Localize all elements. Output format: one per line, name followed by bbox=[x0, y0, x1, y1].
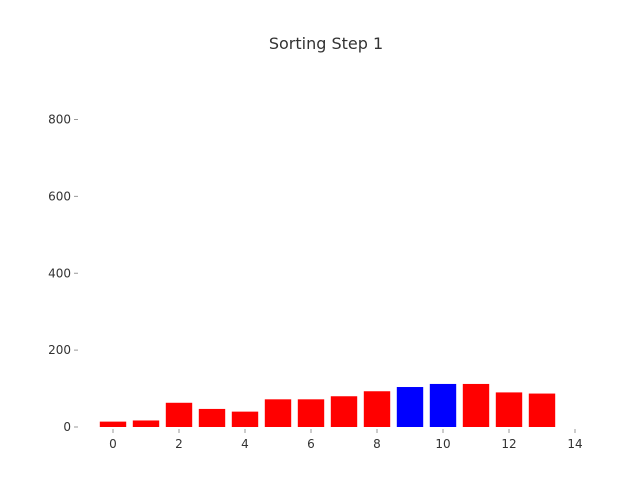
x-tick-label-4: 4 bbox=[241, 437, 249, 451]
bar-6 bbox=[297, 399, 325, 427]
bar-8 bbox=[363, 391, 391, 427]
bar-11 bbox=[462, 383, 490, 427]
x-tick-label-10: 10 bbox=[435, 437, 450, 451]
y-tick-label-400: 400 bbox=[48, 266, 71, 280]
bar-5 bbox=[264, 399, 292, 427]
y-tick-label-800: 800 bbox=[48, 113, 71, 127]
x-tick-label-6: 6 bbox=[307, 437, 315, 451]
bar-1 bbox=[132, 420, 160, 427]
bar-7 bbox=[330, 396, 358, 427]
bar-4 bbox=[231, 411, 259, 428]
bar-9 bbox=[396, 387, 424, 427]
y-axis: 0 200 400 600 800 bbox=[48, 113, 78, 434]
chart-title: Sorting Step 1 bbox=[269, 34, 383, 53]
bar-0 bbox=[99, 421, 127, 427]
x-tick-label-8: 8 bbox=[373, 437, 381, 451]
x-tick-label-0: 0 bbox=[109, 437, 117, 451]
y-tick-label-200: 200 bbox=[48, 343, 71, 357]
bar-2 bbox=[165, 402, 193, 427]
x-axis: 0 2 4 6 8 10 12 14 bbox=[109, 429, 583, 451]
x-tick-label-2: 2 bbox=[175, 437, 183, 451]
y-tick-label-0: 0 bbox=[63, 420, 71, 434]
bar-12 bbox=[495, 392, 523, 427]
x-tick-label-12: 12 bbox=[501, 437, 516, 451]
bars-layer bbox=[99, 383, 556, 428]
x-tick-label-14: 14 bbox=[567, 437, 582, 451]
bar-10 bbox=[429, 383, 457, 427]
y-tick-label-600: 600 bbox=[48, 189, 71, 203]
bar-3 bbox=[198, 408, 226, 427]
bar-13 bbox=[528, 393, 556, 427]
